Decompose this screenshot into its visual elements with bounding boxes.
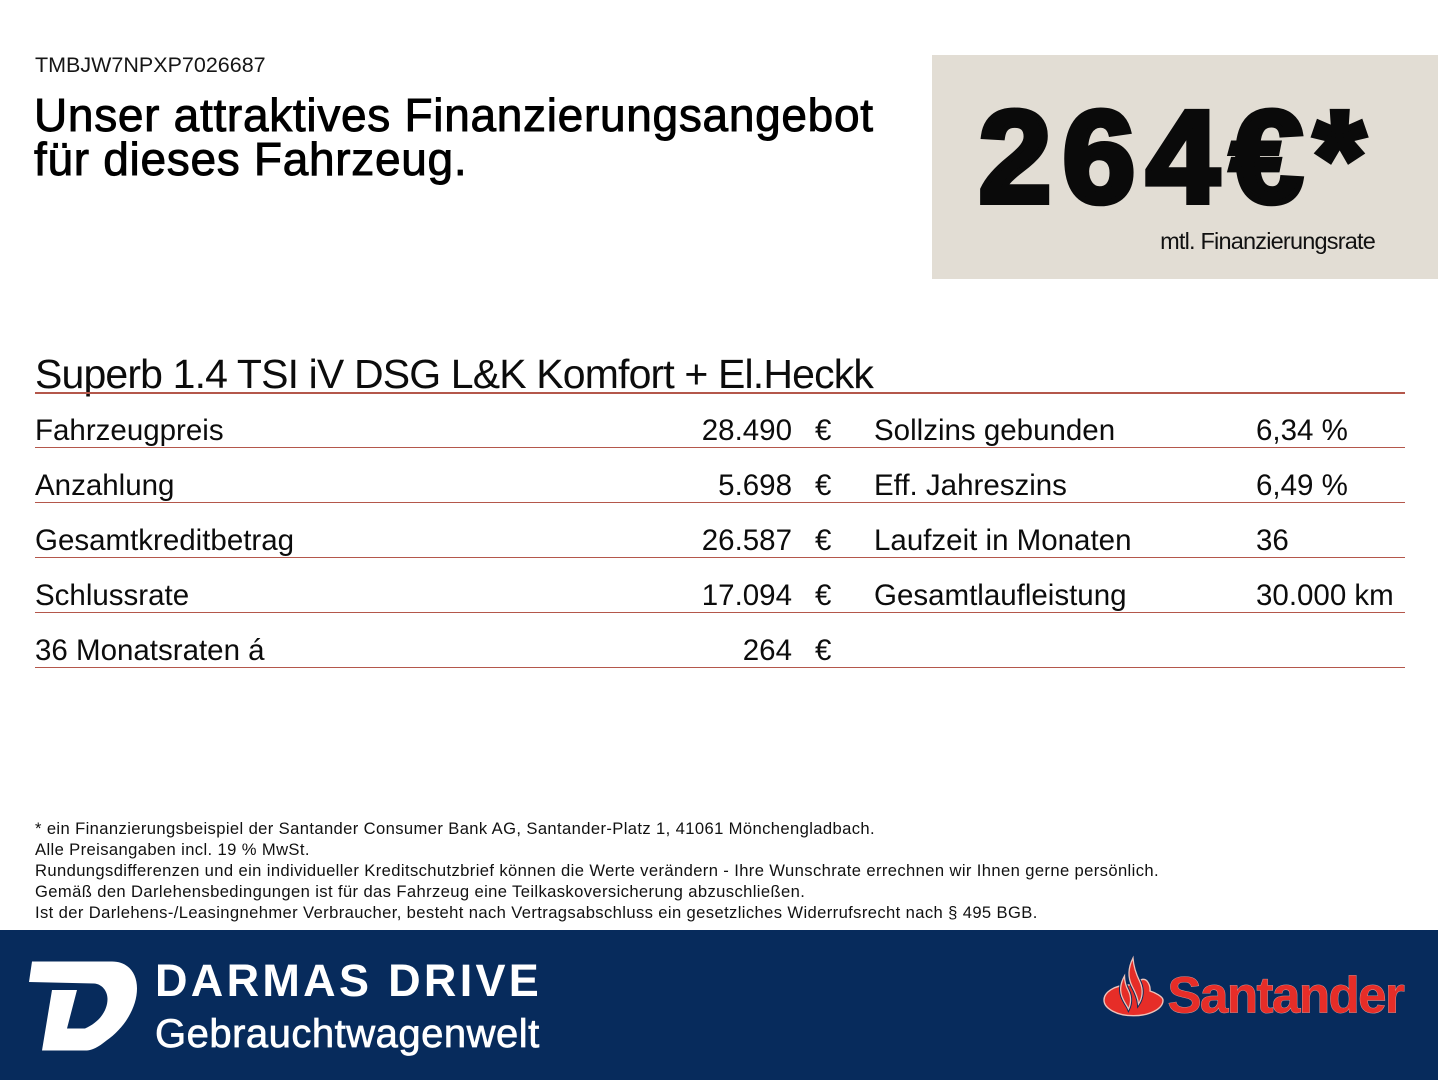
- svg-text:Santander: Santander: [1168, 967, 1406, 1024]
